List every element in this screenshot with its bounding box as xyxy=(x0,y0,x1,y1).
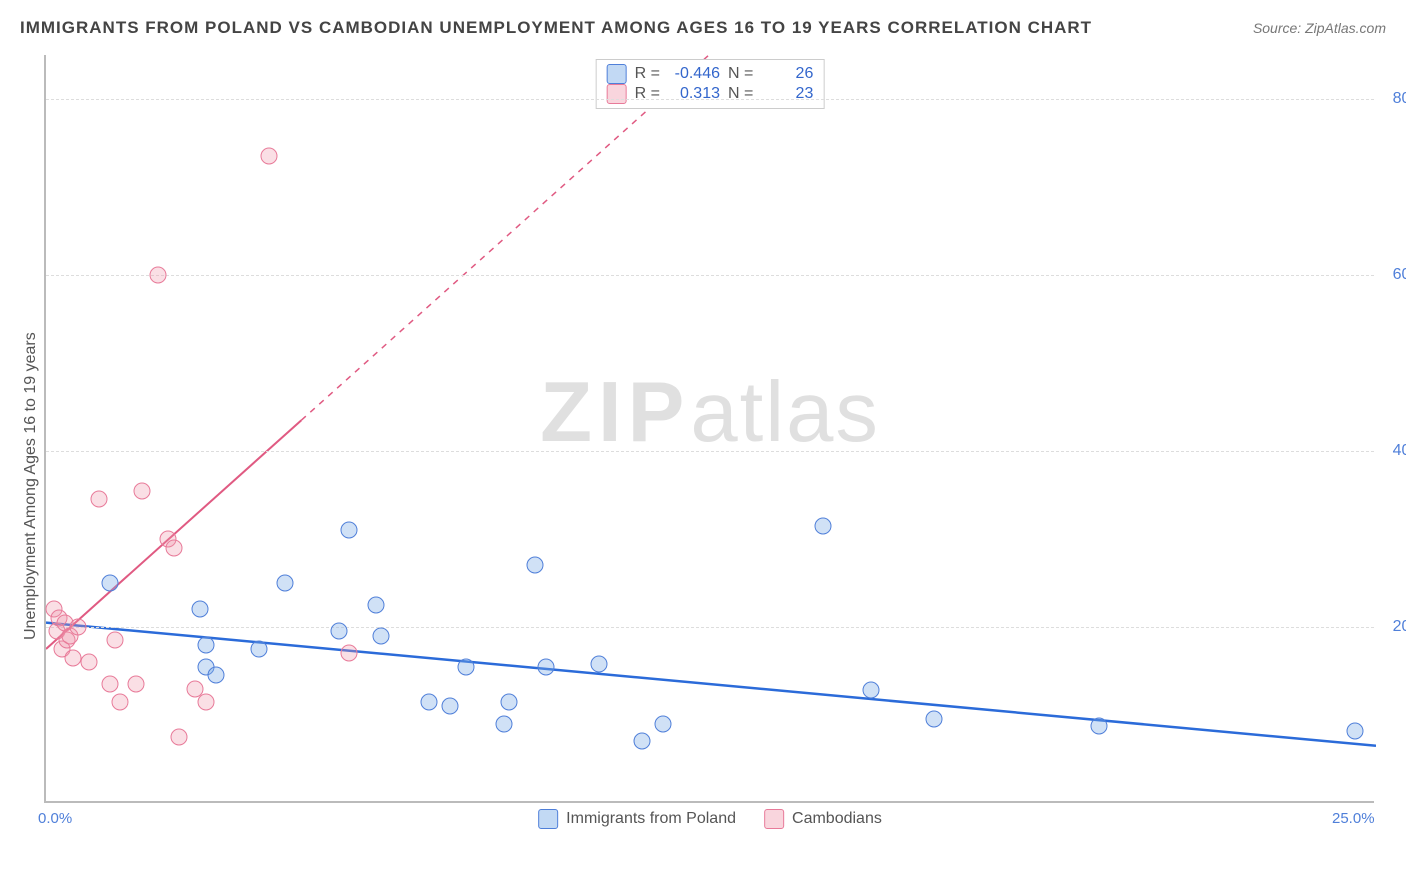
chart-title: IMMIGRANTS FROM POLAND VS CAMBODIAN UNEM… xyxy=(20,18,1092,38)
point-pink xyxy=(165,539,182,556)
point-blue xyxy=(814,517,831,534)
point-pink xyxy=(261,148,278,165)
point-blue xyxy=(862,682,879,699)
point-blue xyxy=(367,597,384,614)
point-pink xyxy=(128,676,145,693)
legend-pink-N: 23 xyxy=(761,85,813,103)
gridline xyxy=(46,451,1374,452)
point-blue xyxy=(208,667,225,684)
point-blue xyxy=(277,575,294,592)
legend-R-label: R = xyxy=(635,65,660,83)
point-blue xyxy=(442,698,459,715)
point-pink xyxy=(133,482,150,499)
point-blue xyxy=(591,655,608,672)
point-pink xyxy=(149,267,166,284)
point-blue xyxy=(1346,722,1363,739)
watermark-atlas: atlas xyxy=(690,365,880,460)
point-pink xyxy=(197,693,214,710)
legend-series: Immigrants from Poland Cambodians xyxy=(538,809,882,829)
swatch-blue-icon-2 xyxy=(538,809,558,829)
x-tick-label: 25.0% xyxy=(1332,810,1375,827)
point-pink xyxy=(107,632,124,649)
watermark: ZIPatlas xyxy=(540,364,880,462)
point-pink xyxy=(101,676,118,693)
y-tick-label: 20.0% xyxy=(1393,618,1406,636)
point-pink xyxy=(69,619,86,636)
watermark-zip: ZIP xyxy=(540,365,690,460)
legend-item-pink: Cambodians xyxy=(764,809,882,829)
swatch-pink-icon-2 xyxy=(764,809,784,829)
legend-stats-row-pink: R = 0.313 N = 23 xyxy=(607,84,814,104)
point-blue xyxy=(527,557,544,574)
legend-blue-label: Immigrants from Poland xyxy=(566,810,736,828)
y-axis-label: Unemployment Among Ages 16 to 19 years xyxy=(22,332,40,640)
legend-blue-R: -0.446 xyxy=(668,65,720,83)
point-blue xyxy=(192,601,209,618)
point-pink xyxy=(80,654,97,671)
point-blue xyxy=(421,693,438,710)
gridline xyxy=(46,627,1374,628)
point-pink xyxy=(91,491,108,508)
point-pink xyxy=(64,649,81,666)
point-blue xyxy=(197,636,214,653)
point-pink xyxy=(341,645,358,662)
legend-N-label: N = xyxy=(728,65,753,83)
point-blue xyxy=(341,522,358,539)
point-blue xyxy=(101,575,118,592)
point-blue xyxy=(655,715,672,732)
point-blue xyxy=(633,733,650,750)
point-blue xyxy=(373,627,390,644)
point-pink xyxy=(171,729,188,746)
swatch-blue-icon xyxy=(607,64,627,84)
point-pink xyxy=(112,693,129,710)
y-tick-label: 60.0% xyxy=(1393,266,1406,284)
legend-N-label-2: N = xyxy=(728,85,753,103)
point-blue xyxy=(458,658,475,675)
legend-stats-row-blue: R = -0.446 N = 26 xyxy=(607,64,814,84)
gridline xyxy=(46,275,1374,276)
legend-blue-N: 26 xyxy=(761,65,813,83)
legend-stats: R = -0.446 N = 26 R = 0.313 N = 23 xyxy=(596,59,825,109)
legend-pink-R: 0.313 xyxy=(668,85,720,103)
plot-area: ZIPatlas R = -0.446 N = 26 R = 0.313 N =… xyxy=(44,55,1374,803)
point-blue xyxy=(926,711,943,728)
legend-item-blue: Immigrants from Poland xyxy=(538,809,736,829)
gridline xyxy=(46,99,1374,100)
point-blue xyxy=(330,623,347,640)
swatch-pink-icon xyxy=(607,84,627,104)
legend-pink-label: Cambodians xyxy=(792,810,882,828)
y-tick-label: 40.0% xyxy=(1393,442,1406,460)
x-tick-label: 0.0% xyxy=(38,810,72,827)
y-tick-label: 80.0% xyxy=(1393,90,1406,108)
point-blue xyxy=(495,715,512,732)
point-blue xyxy=(500,693,517,710)
trend-lines xyxy=(46,55,1376,803)
point-blue xyxy=(538,658,555,675)
point-blue xyxy=(250,641,267,658)
source-label: Source: ZipAtlas.com xyxy=(1253,20,1386,36)
legend-R-label-2: R = xyxy=(635,85,660,103)
point-blue xyxy=(1091,717,1108,734)
